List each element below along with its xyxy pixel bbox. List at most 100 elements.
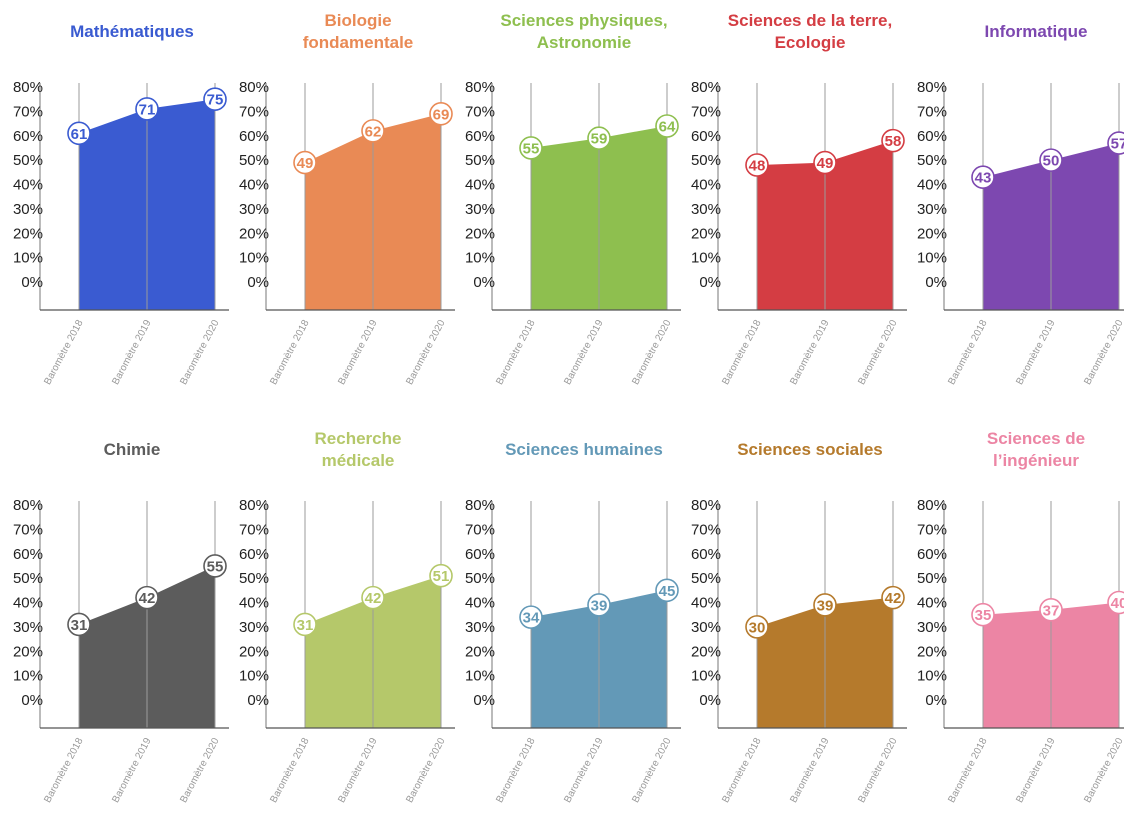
y-tick-label: 10% [691,668,721,685]
y-tick-label: 10% [239,668,269,685]
data-point [293,612,317,637]
x-tick-label: Baromètre 2019 [336,736,380,805]
y-tick-label: 10% [239,250,269,267]
x-tick-label: Baromètre 2018 [494,736,538,805]
y-tick-label: 20% [13,643,43,660]
y-tick-label: 80% [691,79,721,96]
y-tick-label: 0% [699,692,721,709]
y-tick-label: 0% [247,274,269,291]
chart-title: Recherche médicale [266,428,450,472]
data-label: 39 [817,597,834,614]
y-tick-label: 50% [691,152,721,169]
x-tick-label: Baromètre 2020 [178,736,222,805]
chart-svg: 80% 70% 60% 50% 40% 30% 20% 10% 0% Baromètre 2018… [691,79,907,387]
data-label: 43 [975,170,992,187]
data-point [361,585,385,610]
y-tick-label: 50% [465,152,495,169]
chart-svg: 80% 70% 60% 50% 40% 30% 20% 10% 0% Baromètre 2018… [13,79,229,387]
y-tick-label: 80% [465,79,495,96]
y-tick-label: 60% [917,128,947,145]
y-tick-label: 0% [473,692,495,709]
chart-title-line: Sciences de la terre, [727,11,893,30]
y-tick-label: 30% [13,201,43,218]
y-tick-label: 80% [13,79,43,96]
x-tick-label: Baromètre 2019 [336,318,380,387]
chart-svg: 80% 70% 60% 50% 40% 30% 20% 10% 0% Baromètre 2018… [465,497,681,805]
y-tick-label: 70% [239,521,269,538]
chart-title-line: Informatique [984,22,1088,41]
chart-panel: Sciences de l’ingénieur 80% 70% 60% 50% 40% 30%… [904,418,1124,818]
data-label: 59 [591,131,608,148]
chart-title-line: Sciences physiques, [500,11,668,30]
y-tick-label: 40% [917,595,947,612]
y-tick-label: 20% [465,643,495,660]
data-label: 61 [71,126,88,143]
data-label: 64 [659,119,676,136]
data-label: 49 [297,155,314,172]
data-point [135,585,159,610]
y-tick-label: 40% [917,177,947,194]
chart-title-line: médicale [321,451,395,470]
data-point [881,585,905,610]
data-label: 31 [71,617,88,634]
x-tick-label: Baromètre 2018 [946,318,990,387]
y-tick-label: 20% [239,643,269,660]
chart-svg: 80% 70% 60% 50% 40% 30% 20% 10% 0% Baromètre 2018… [239,79,455,387]
data-label: 42 [139,590,156,607]
chart-title: Biologie fondamentale [266,10,450,54]
chart-title: Chimie [40,439,224,461]
y-tick-label: 60% [917,546,947,563]
y-tick-label: 0% [925,274,947,291]
chart-svg: 80% 70% 60% 50% 40% 30% 20% 10% 0% Baromètre 2018… [465,79,681,387]
y-tick-label: 70% [691,103,721,120]
data-label: 45 [659,583,676,600]
chart-panel: Chimie 80% 70% 60% 50% 40% 30% 20% 10% 0% Baromètr… [0,418,229,818]
chart-title-line: fondamentale [302,33,414,52]
data-point [655,114,679,138]
y-tick-label: 50% [13,152,43,169]
y-tick-label: 40% [691,595,721,612]
chart-panel: Biologie fondamentale 80% 70% 60% 50% 40% 30% 20… [226,0,455,400]
y-tick-label: 80% [691,497,721,514]
data-label: 34 [523,610,540,627]
x-tick-label: Baromètre 2018 [268,318,312,387]
x-tick-label: Baromètre 2020 [856,736,900,805]
y-tick-label: 0% [247,692,269,709]
y-tick-label: 30% [239,619,269,636]
chart-grid: Mathématiques 80% 70% 60% 50% 40% 30% 20% 10% 0% B… [13,0,1124,805]
data-label: 37 [1043,602,1060,619]
data-point [971,165,995,189]
y-tick-label: 20% [239,225,269,242]
y-tick-label: 70% [239,103,269,120]
x-tick-label: Baromètre 2020 [1082,318,1124,387]
y-tick-label: 60% [691,128,721,145]
y-tick-label: 30% [691,201,721,218]
data-label: 48 [749,158,766,175]
x-tick-label: Baromètre 2019 [1014,318,1058,387]
data-label: 62 [365,123,382,140]
x-tick-label: Baromètre 2019 [562,318,606,387]
y-tick-label: 10% [13,250,43,267]
chart-title-line: l’ingénieur [993,451,1079,470]
x-tick-label: Baromètre 2018 [720,318,764,387]
chart-title-line: Chimie [103,440,161,459]
chart-svg: 80% 70% 60% 50% 40% 30% 20% 10% 0% Baromètre 2018… [917,497,1124,805]
chart-svg: 80% 70% 60% 50% 40% 30% 20% 10% 0% Baromètre 2018… [691,497,907,805]
data-point [293,150,317,175]
chart-title-line: Recherche [314,429,402,448]
chart-panel: Recherche médicale 80% 70% 60% 50% 40% 30% 20% 10… [226,418,455,818]
y-tick-label: 20% [917,225,947,242]
y-tick-label: 0% [21,274,43,291]
chart-title-line: Mathématiques [70,22,194,41]
data-label: 42 [365,590,382,607]
x-tick-label: Baromètre 2018 [42,318,86,387]
chart-panel: Sciences sociales 80% 70% 60% 50% 40% 30% 20% 10… [678,418,907,818]
data-label: 50 [1043,153,1060,170]
y-tick-label: 20% [691,225,721,242]
y-tick-label: 50% [917,152,947,169]
data-point [519,605,543,629]
y-tick-label: 60% [239,546,269,563]
data-point [971,602,995,627]
chart-title: Sciences de l’ingénieur [944,428,1124,472]
chart-title: Mathématiques [40,21,224,43]
